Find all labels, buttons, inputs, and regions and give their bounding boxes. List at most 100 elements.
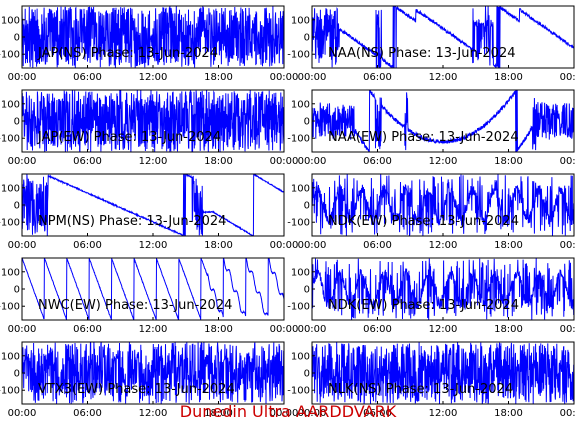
- x-tick-label: 12:00: [139, 324, 168, 335]
- footer-label: Dunedin Ultra AARDDVARK: [179, 402, 397, 421]
- y-tick-label: -100: [0, 50, 20, 61]
- x-tick-label: 00:00: [298, 156, 327, 167]
- x-tick-label: 18:00: [204, 240, 233, 251]
- x-tick-label: 00:00: [560, 72, 576, 83]
- y-tick-label: -100: [0, 302, 20, 313]
- y-tick-label: -100: [0, 218, 20, 229]
- x-tick-label: 06:00: [363, 324, 392, 335]
- x-tick-label: 06:00: [363, 72, 392, 83]
- y-tick-label: 0: [304, 369, 310, 380]
- phase-panel: 1000-10000:0006:0012:0018:0000:00NDK(EW)…: [287, 173, 576, 251]
- x-tick-label: 00:00: [270, 156, 299, 167]
- x-tick-label: 00:00: [560, 324, 576, 335]
- panel-title: NLK(NS) Phase: 13-Jun-2024: [328, 382, 513, 397]
- x-tick-label: 18:00: [494, 156, 523, 167]
- y-tick-label: 100: [291, 351, 310, 362]
- y-tick-label: 0: [304, 285, 310, 296]
- y-tick-label: 100: [1, 99, 20, 110]
- phase-panel: 1000-10000:0006:0012:0018:0000:00NAA(NS)…: [287, 5, 576, 83]
- y-tick-label: 0: [14, 201, 20, 212]
- x-tick-label: 12:00: [139, 156, 168, 167]
- y-tick-label: 100: [1, 351, 20, 362]
- panel-title: NPM(NS) Phase: 13-Jun-2024: [38, 214, 226, 229]
- phase-panel: 1000-10000:0006:0012:0018:0000:00NLK(NS)…: [287, 341, 576, 419]
- phase-panel: 1000-10000:0006:0012:0018:0000:00NWC(EW)…: [0, 257, 299, 335]
- panel-title: JAP(EW) Phase: 13-Jun-2024: [37, 130, 221, 145]
- x-tick-label: 06:00: [363, 240, 392, 251]
- phase-panel: 1000-10000:0006:0012:0018:0000:00VTX3(EW…: [0, 341, 299, 419]
- phase-panel: 1000-10000:0006:0012:0018:0000:00NDK(EW)…: [287, 257, 576, 335]
- x-tick-label: 00:00: [270, 240, 299, 251]
- panel-title: NAA(NS) Phase: 13-Jun-2024: [328, 46, 516, 61]
- x-tick-label: 00:00: [298, 240, 327, 251]
- x-tick-label: 06:00: [73, 324, 102, 335]
- x-tick-label: 12:00: [429, 408, 458, 419]
- y-tick-label: -100: [0, 134, 20, 145]
- x-tick-label: 18:00: [494, 72, 523, 83]
- phase-series-line: [22, 342, 284, 404]
- y-tick-label: 0: [14, 117, 20, 128]
- panel-title: NDK(EW) Phase: 13-Jun-2024: [328, 214, 519, 229]
- panel-title: NDK(EW) Phase: 13-Jun-2024: [328, 298, 519, 313]
- x-tick-label: 12:00: [429, 324, 458, 335]
- x-tick-label: 18:00: [494, 240, 523, 251]
- y-tick-label: 0: [304, 33, 310, 44]
- y-tick-label: -100: [0, 386, 20, 397]
- y-tick-label: 100: [291, 267, 310, 278]
- x-tick-label: 00:00: [298, 324, 327, 335]
- x-tick-label: 00:00: [560, 240, 576, 251]
- y-tick-label: 0: [14, 33, 20, 44]
- x-tick-label: 18:00: [494, 408, 523, 419]
- x-tick-label: 12:00: [139, 240, 168, 251]
- x-tick-label: 00:00: [560, 408, 576, 419]
- phase-series-line: [312, 174, 574, 236]
- panel-title: NWC(EW) Phase: 13-Jun-2024: [38, 298, 232, 313]
- phase-series-line: [312, 6, 574, 68]
- y-tick-label: 0: [304, 117, 310, 128]
- y-tick-label: 0: [14, 369, 20, 380]
- phase-series-line: [22, 6, 284, 68]
- phase-panel: 1000-10000:0006:0012:0018:0000:00JAP(EW)…: [0, 89, 299, 167]
- y-tick-label: -100: [287, 386, 310, 397]
- phase-series-line: [22, 174, 284, 236]
- x-tick-label: 12:00: [139, 72, 168, 83]
- x-tick-label: 18:00: [204, 72, 233, 83]
- x-tick-label: 00:00: [8, 72, 37, 83]
- y-tick-label: 100: [291, 99, 310, 110]
- x-tick-label: 00:00: [270, 324, 299, 335]
- panel-title: JAP(NS) Phase: 13-Jun-2024: [37, 46, 218, 61]
- phase-series-line: [312, 258, 574, 320]
- y-tick-label: 100: [291, 183, 310, 194]
- x-tick-label: 18:00: [204, 324, 233, 335]
- y-tick-label: 100: [1, 15, 20, 26]
- x-tick-label: 00:00: [8, 324, 37, 335]
- y-tick-label: 100: [1, 183, 20, 194]
- x-tick-label: 00:00: [298, 72, 327, 83]
- panel-title: NAA(EW) Phase: 13-Jun-2024: [328, 130, 519, 145]
- panel-title: VTX3(EW) Phase: 13-Jun-2024: [38, 382, 235, 397]
- x-tick-label: 12:00: [429, 240, 458, 251]
- y-tick-label: 100: [1, 267, 20, 278]
- y-tick-label: -100: [287, 50, 310, 61]
- x-tick-label: 00:00: [8, 156, 37, 167]
- y-tick-label: 100: [291, 15, 310, 26]
- y-tick-label: -100: [287, 134, 310, 145]
- phase-series-line: [312, 90, 574, 152]
- x-tick-label: 00:00: [298, 408, 327, 419]
- x-tick-label: 12:00: [429, 156, 458, 167]
- x-tick-label: 18:00: [204, 156, 233, 167]
- y-tick-label: 0: [14, 285, 20, 296]
- phase-panel: 1000-10000:0006:0012:0018:0000:00NPM(NS)…: [0, 173, 299, 251]
- x-tick-label: 00:00: [270, 408, 299, 419]
- x-tick-label: 06:00: [73, 240, 102, 251]
- x-tick-label: 00:00: [560, 156, 576, 167]
- x-tick-label: 18:00: [494, 324, 523, 335]
- x-tick-label: 06:00: [73, 408, 102, 419]
- phase-panel: 1000-10000:0006:0012:0018:0000:00NAA(EW)…: [287, 89, 576, 167]
- x-tick-label: 06:00: [73, 72, 102, 83]
- x-tick-label: 12:00: [139, 408, 168, 419]
- x-tick-label: 06:00: [363, 408, 392, 419]
- x-tick-label: 18:00: [204, 408, 233, 419]
- phase-series-line: [312, 342, 574, 404]
- y-tick-label: -100: [287, 218, 310, 229]
